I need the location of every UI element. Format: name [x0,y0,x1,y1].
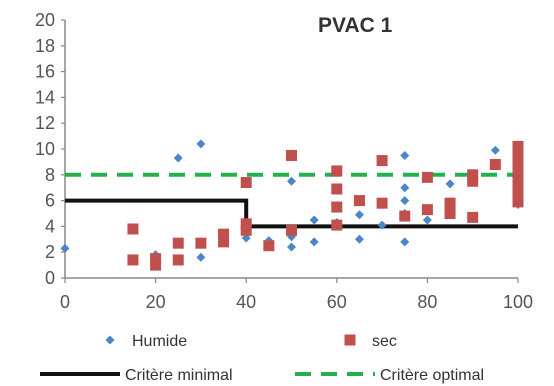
y-tick-label: 14 [35,87,55,107]
y-tick-label: 0 [45,268,55,288]
sec-point [195,237,207,249]
humide-point [60,243,70,253]
sec-point [240,218,252,230]
sec-point [353,195,365,207]
legend-label: sec [372,333,397,350]
legend-humide-marker [105,335,115,345]
y-tick-label: 18 [35,36,55,56]
sec-point [376,197,388,209]
sec-point [421,204,433,216]
sec-point [286,224,297,236]
humide-point [309,237,319,247]
y-tick-label: 12 [35,113,55,133]
sec-point [467,169,479,181]
sec-point [331,165,343,177]
sec-point [421,171,433,183]
y-tick-label: 10 [35,139,55,159]
sec-point [444,197,456,209]
sec-point [467,175,479,187]
sec-point [218,236,230,248]
data-points [60,139,524,271]
sec-point [263,240,275,252]
sec-point [512,187,524,199]
legend: Humide sec Critère minimal Critère optimal [40,333,484,384]
sec-point [286,149,297,161]
sec-point [512,158,524,170]
sec-point [172,254,184,266]
legend-label: Critère minimal [125,367,233,384]
humide-point [400,150,410,160]
humide-point [400,196,410,206]
legend-sec-marker [344,334,356,346]
y-tick-label: 2 [45,242,55,262]
sec-point [331,183,343,195]
humide-point [309,215,319,225]
sec-point [127,223,139,235]
x-tick-label: 80 [417,292,437,312]
x-tick-label: 100 [503,292,533,312]
x-tick-label: 20 [146,292,166,312]
sec-point [512,169,524,181]
sec-point [218,228,230,240]
x-tick-label: 0 [60,292,70,312]
humide-point [287,176,296,186]
x-tick-label: 40 [236,292,256,312]
y-tick-label: 6 [45,191,55,211]
sec-point [444,208,456,219]
y-tick-label: 4 [45,216,55,236]
sec-point [467,211,479,223]
x-tick-label: 60 [327,292,347,312]
humide-point [354,234,364,244]
humide-point [287,242,296,252]
humide-point [196,139,206,149]
sec-point [150,259,162,271]
sec-point [512,149,524,161]
sec-point [376,155,388,167]
sec-point [512,140,524,152]
y-tick-label: 8 [45,165,55,185]
sec-point [399,210,411,222]
legend-label: Critère optimal [380,367,484,384]
humide-point [400,183,410,193]
sec-point [331,219,343,231]
chart-title: PVAC 1 [318,14,393,37]
legend-label: Humide [132,333,187,350]
sec-point [331,201,343,213]
humide-point [422,215,432,225]
sec-point [240,224,252,236]
axes: 0 2 4 6 8 10 12 14 16 18 20 0 20 40 60 80 100 [35,10,533,312]
sec-point [489,158,501,170]
sec-point [512,196,524,208]
humide-point [445,179,455,189]
sec-point [172,237,184,249]
sec-point [512,178,524,190]
humide-point [173,153,183,163]
humide-point [400,237,410,247]
y-tick-label: 20 [35,10,55,30]
humide-point [377,220,387,230]
sec-point [127,254,139,266]
humide-point [490,145,500,155]
humide-point [196,252,206,262]
sec-point [240,177,252,189]
sec-point [150,253,162,265]
humide-point [354,210,364,220]
y-tick-label: 16 [35,62,55,82]
